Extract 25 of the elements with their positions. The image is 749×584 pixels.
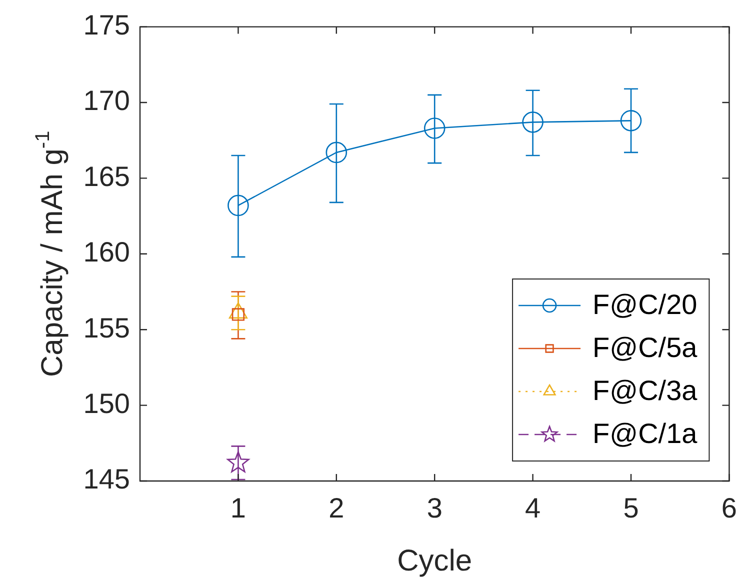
point [228, 194, 249, 216]
y-tick-label: 160 [83, 236, 130, 268]
point [424, 118, 446, 139]
legend-label: F@C/3a [592, 375, 698, 406]
x-tick-label: 1 [230, 492, 246, 524]
x-tick-label: 5 [623, 492, 639, 524]
point [522, 112, 544, 133]
point [326, 142, 348, 164]
y-tick-label: 170 [83, 85, 130, 116]
legend-label: F@C/5a [592, 332, 698, 364]
x-tick-label: 4 [525, 492, 541, 524]
point [227, 451, 250, 472]
point [620, 110, 642, 132]
legend-label: F@C/1a [592, 418, 698, 450]
y-axis-title: Capacity / mAh g-1 [32, 130, 69, 378]
legend-label: F@C/20 [592, 289, 698, 320]
y-tick-label: 155 [83, 312, 130, 344]
x-axis-title: Cycle [397, 544, 472, 578]
x-tick-label: 3 [426, 492, 442, 524]
y-tick-label: 150 [83, 388, 130, 420]
y-tick-label: 145 [83, 464, 130, 495]
y-tick-label: 165 [83, 160, 130, 192]
x-tick-label: 6 [721, 492, 738, 524]
y-tick-label: 175 [83, 10, 130, 41]
x-tick-label: 2 [328, 492, 344, 524]
